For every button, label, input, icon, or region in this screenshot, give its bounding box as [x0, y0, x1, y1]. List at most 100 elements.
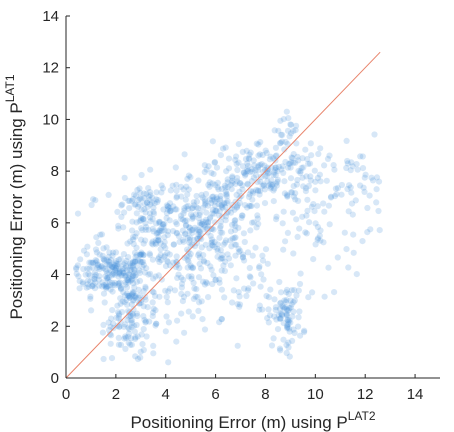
data-point: [271, 169, 278, 176]
data-point: [233, 204, 240, 211]
data-point: [109, 307, 116, 314]
data-point: [153, 230, 160, 237]
data-point: [241, 257, 248, 264]
data-point: [317, 227, 324, 234]
data-point: [210, 170, 217, 178]
data-point: [168, 207, 175, 214]
y-tick-label: 6: [51, 215, 59, 232]
data-point: [165, 203, 172, 210]
data-point: [217, 152, 224, 159]
data-point: [255, 152, 262, 159]
data-point: [130, 195, 137, 203]
data-point: [111, 262, 119, 269]
data-point: [247, 168, 254, 176]
data-point: [241, 238, 248, 246]
data-point: [77, 256, 84, 263]
data-point: [215, 186, 222, 193]
data-point: [79, 279, 86, 286]
data-point: [150, 350, 157, 357]
data-point: [119, 298, 126, 305]
data-point: [181, 151, 188, 158]
data-point: [236, 199, 243, 207]
data-point: [234, 202, 241, 209]
data-point: [117, 341, 125, 348]
data-point: [164, 257, 171, 264]
data-point: [229, 173, 236, 180]
data-point: [367, 226, 374, 233]
data-point: [132, 272, 139, 279]
data-point: [132, 293, 139, 300]
data-point: [122, 279, 129, 286]
data-point: [114, 322, 121, 329]
data-point: [265, 294, 272, 301]
data-point: [250, 157, 257, 164]
data-point: [88, 201, 95, 209]
data-point: [108, 355, 116, 362]
data-point: [287, 130, 295, 137]
x-tick-label: 10: [307, 386, 324, 403]
data-point: [121, 299, 128, 306]
data-point: [271, 127, 278, 134]
data-point: [332, 185, 339, 192]
data-point: [227, 228, 235, 235]
data-point: [211, 219, 219, 226]
data-point: [183, 222, 190, 229]
data-point: [180, 276, 187, 283]
data-point: [284, 192, 291, 199]
data-point: [284, 316, 291, 323]
data-point: [87, 278, 94, 285]
data-point: [142, 220, 149, 227]
data-point: [241, 169, 248, 176]
data-point: [232, 234, 239, 241]
data-point: [250, 219, 257, 226]
data-point: [117, 279, 124, 286]
data-point: [212, 277, 219, 284]
data-point: [186, 224, 193, 231]
data-point: [211, 159, 218, 166]
data-point: [181, 205, 188, 212]
data-point: [210, 272, 217, 279]
data-point: [185, 202, 192, 209]
data-point: [272, 164, 279, 172]
data-point: [85, 270, 92, 278]
data-point: [140, 258, 147, 265]
data-point: [107, 256, 115, 264]
data-point: [129, 275, 136, 282]
data-point: [216, 276, 223, 283]
data-point: [165, 359, 172, 366]
data-point: [169, 182, 176, 189]
data-point: [273, 180, 280, 187]
data-point: [260, 168, 267, 175]
data-point: [104, 276, 111, 283]
data-point: [154, 197, 161, 204]
data-point: [291, 287, 298, 294]
data-point: [299, 174, 306, 181]
data-point: [104, 274, 111, 282]
data-point: [125, 279, 132, 286]
data-point: [292, 196, 299, 203]
data-point: [125, 339, 132, 346]
data-point: [116, 282, 123, 289]
data-point: [237, 247, 244, 254]
data-point: [312, 187, 319, 194]
data-point: [130, 280, 137, 287]
data-point: [202, 216, 210, 223]
data-point: [178, 215, 185, 222]
data-point: [112, 280, 119, 287]
data-point: [173, 221, 180, 228]
data-point: [223, 191, 230, 198]
data-point: [317, 237, 324, 244]
data-point: [131, 249, 139, 256]
data-point: [156, 258, 163, 266]
data-point: [219, 255, 226, 262]
data-point: [199, 194, 206, 201]
data-point: [285, 339, 292, 346]
data-point: [156, 220, 163, 227]
data-point: [91, 275, 98, 282]
data-point: [178, 274, 185, 281]
data-point: [124, 301, 131, 308]
data-point: [281, 178, 288, 185]
data-point: [302, 185, 310, 192]
data-point: [132, 334, 139, 341]
data-point: [114, 302, 121, 309]
